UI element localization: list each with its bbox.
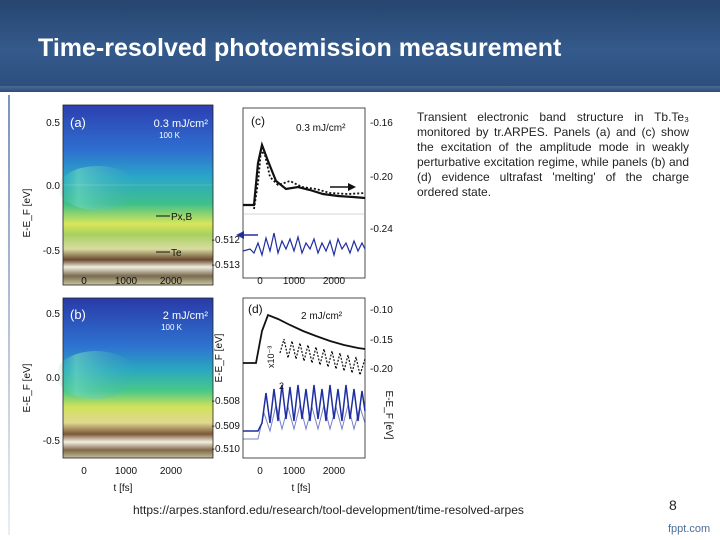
panel-a: (a) 0.3 mJ/cm² 100 K Px,B Te 0.5 0.0 -0.… [22,104,214,287]
slide-caption: Transient electronic band structure in T… [417,110,689,199]
panel-b: (b) 2 mJ/cm² 100 K 0.5 0.0 -0.5 E-E_F [e… [22,297,214,494]
panel-b-temperature: 100 K [161,323,183,332]
xtick-b-2: 1000 [115,466,138,477]
ytick-a-3: -0.5 [43,246,61,257]
xtick-d-1: 0 [257,466,263,477]
panel-a-label: (a) [70,115,86,130]
panel-d-scale-label: x10⁻³ [266,346,276,368]
right-ylabel: E-E_F [eV] [383,391,394,440]
xtick-c-2: 1000 [283,276,306,287]
ylabel-a: E-E_F [eV] [22,188,33,237]
arpes-figure: (a) 0.3 mJ/cm² 100 K Px,B Te 0.5 0.0 -0.… [18,93,408,503]
panel-a-temperature: 100 K [159,131,181,140]
panel-d-fluence: 2 mJ/cm² [301,311,343,322]
panel-d-label: (d) [248,302,263,316]
c-right-tick-1: -0.16 [370,118,393,129]
side-accent-line [8,95,10,535]
xlabel-b: t [fs] [114,483,133,494]
panel-d-scale-value: 2 [279,381,284,391]
ytick-a-2: 0.0 [46,181,60,192]
c-right-tick-2: -0.20 [370,172,393,183]
d-left-tick-1: -0.508 [212,396,241,407]
d-right-tick-3: -0.20 [370,364,393,375]
panel-d: (d) 2 mJ/cm² x10⁻³ 2 -0.10 -0.15 -0.20 -… [212,297,394,494]
mid-ylabel: E-E_F [eV] [214,333,225,382]
ytick-b-3: -0.5 [43,436,61,447]
ytick-a-1: 0.5 [46,118,60,129]
xtick-c-1: 0 [257,276,263,287]
d-right-tick-2: -0.15 [370,335,393,346]
panel-a-fluence: 0.3 mJ/cm² [154,118,209,130]
c-left-tick-1: -0.512 [212,235,241,246]
title-bar: Time-resolved photoemission measurement [0,0,720,92]
page-number: 8 [669,497,677,513]
source-url[interactable]: https://arpes.stanford.edu/research/tool… [133,503,524,517]
ylabel-b: E-E_F [eV] [22,363,33,412]
panel-a-band-te: Te [171,248,182,259]
footer-logo: fppt.com [668,523,711,535]
d-left-tick-3: -0.510 [212,444,241,455]
c-left-tick-2: -0.513 [212,260,241,271]
panel-c: (c) 0.3 mJ/cm² -0.16 -0.20 -0.24 -0.512 … [212,107,393,287]
d-left-tick-2: -0.509 [212,421,241,432]
figure-svg: (a) 0.3 mJ/cm² 100 K Px,B Te 0.5 0.0 -0.… [22,104,394,494]
xtick-b-3: 2000 [160,466,183,477]
ytick-b-2: 0.0 [46,373,60,384]
panel-b-label: (b) [70,307,86,322]
panel-c-label: (c) [251,114,265,128]
xtick-a-2: 1000 [115,276,138,287]
d-right-tick-1: -0.10 [370,305,393,316]
panel-b-fluence: 2 mJ/cm² [163,310,209,322]
slide-title: Time-resolved photoemission measurement [38,34,562,62]
xlabel-d: t [fs] [292,483,311,494]
panel-c-fluence: 0.3 mJ/cm² [296,123,346,134]
xtick-b-1: 0 [81,466,87,477]
c-right-tick-3: -0.24 [370,224,393,235]
panel-a-band-pxb: Px,B [171,212,192,223]
xtick-c-3: 2000 [323,276,346,287]
ytick-b-1: 0.5 [46,309,60,320]
xtick-a-3: 2000 [160,276,183,287]
xtick-d-2: 1000 [283,466,306,477]
xtick-d-3: 2000 [323,466,346,477]
xtick-a-1: 0 [81,276,87,287]
